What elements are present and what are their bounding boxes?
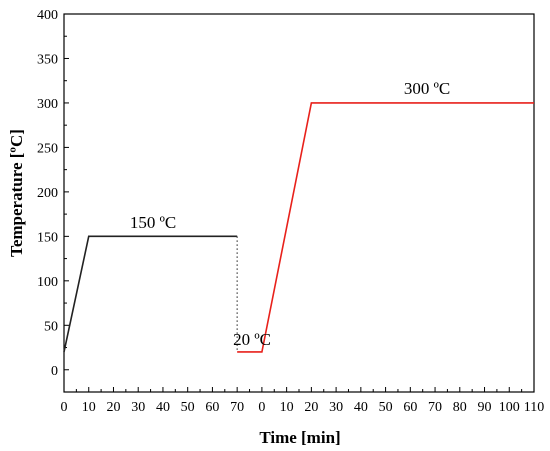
y-tick-label: 350	[37, 52, 58, 67]
x-tick-label: 0	[61, 400, 68, 415]
y-tick-label: 250	[37, 141, 58, 156]
y-tick-label: 100	[37, 275, 58, 290]
series-line-150	[63, 235, 238, 353]
x-tick-label: 110	[524, 400, 544, 415]
x-tick-label: 70	[230, 400, 244, 415]
plot-frame	[63, 13, 535, 393]
y-tick-label: 0	[51, 364, 58, 379]
y-tick-label: 50	[44, 319, 58, 334]
x-tick-label: 80	[453, 400, 467, 415]
series-line-300	[237, 102, 534, 353]
x-tick-label: 40	[354, 400, 368, 415]
annotation-300: 300 ºC	[404, 79, 450, 98]
x-tick-label: 10	[280, 400, 294, 415]
annotation-150: 150 ºC	[130, 213, 176, 232]
y-tick-label: 400	[37, 8, 58, 23]
x-axis-title: Time [min]	[259, 428, 340, 447]
x-tick-label: 40	[156, 400, 170, 415]
y-axis-title: Temperature [ºC]	[7, 129, 26, 257]
plot-border	[63, 13, 535, 393]
x-tick-label: 30	[329, 400, 343, 415]
x-tick-label: 20	[106, 400, 120, 415]
y-tick-label: 200	[37, 186, 58, 201]
x-tick-label: 10	[82, 400, 96, 415]
x-tick-label: 50	[379, 400, 393, 415]
x-tick-label: 60	[403, 400, 417, 415]
x-tick-label: 30	[131, 400, 145, 415]
x-tick-label: 100	[499, 400, 520, 415]
x-tick-label: 70	[428, 400, 442, 415]
y-tick-label: 300	[37, 97, 58, 112]
series-layer	[63, 102, 534, 353]
x-tick-label: 60	[205, 400, 219, 415]
y-tick-label: 150	[37, 230, 58, 245]
x-axis: 0 10 20 30 40 50 60 70 0 10 20 30 40 50 60 70 80 90 100 110	[61, 387, 544, 415]
x-tick-label: 90	[478, 400, 492, 415]
x-tick-label: 0	[258, 400, 265, 415]
annotation-20: 20 ºC	[233, 330, 271, 349]
x-tick-label: 20	[304, 400, 318, 415]
x-tick-label: 50	[181, 400, 195, 415]
